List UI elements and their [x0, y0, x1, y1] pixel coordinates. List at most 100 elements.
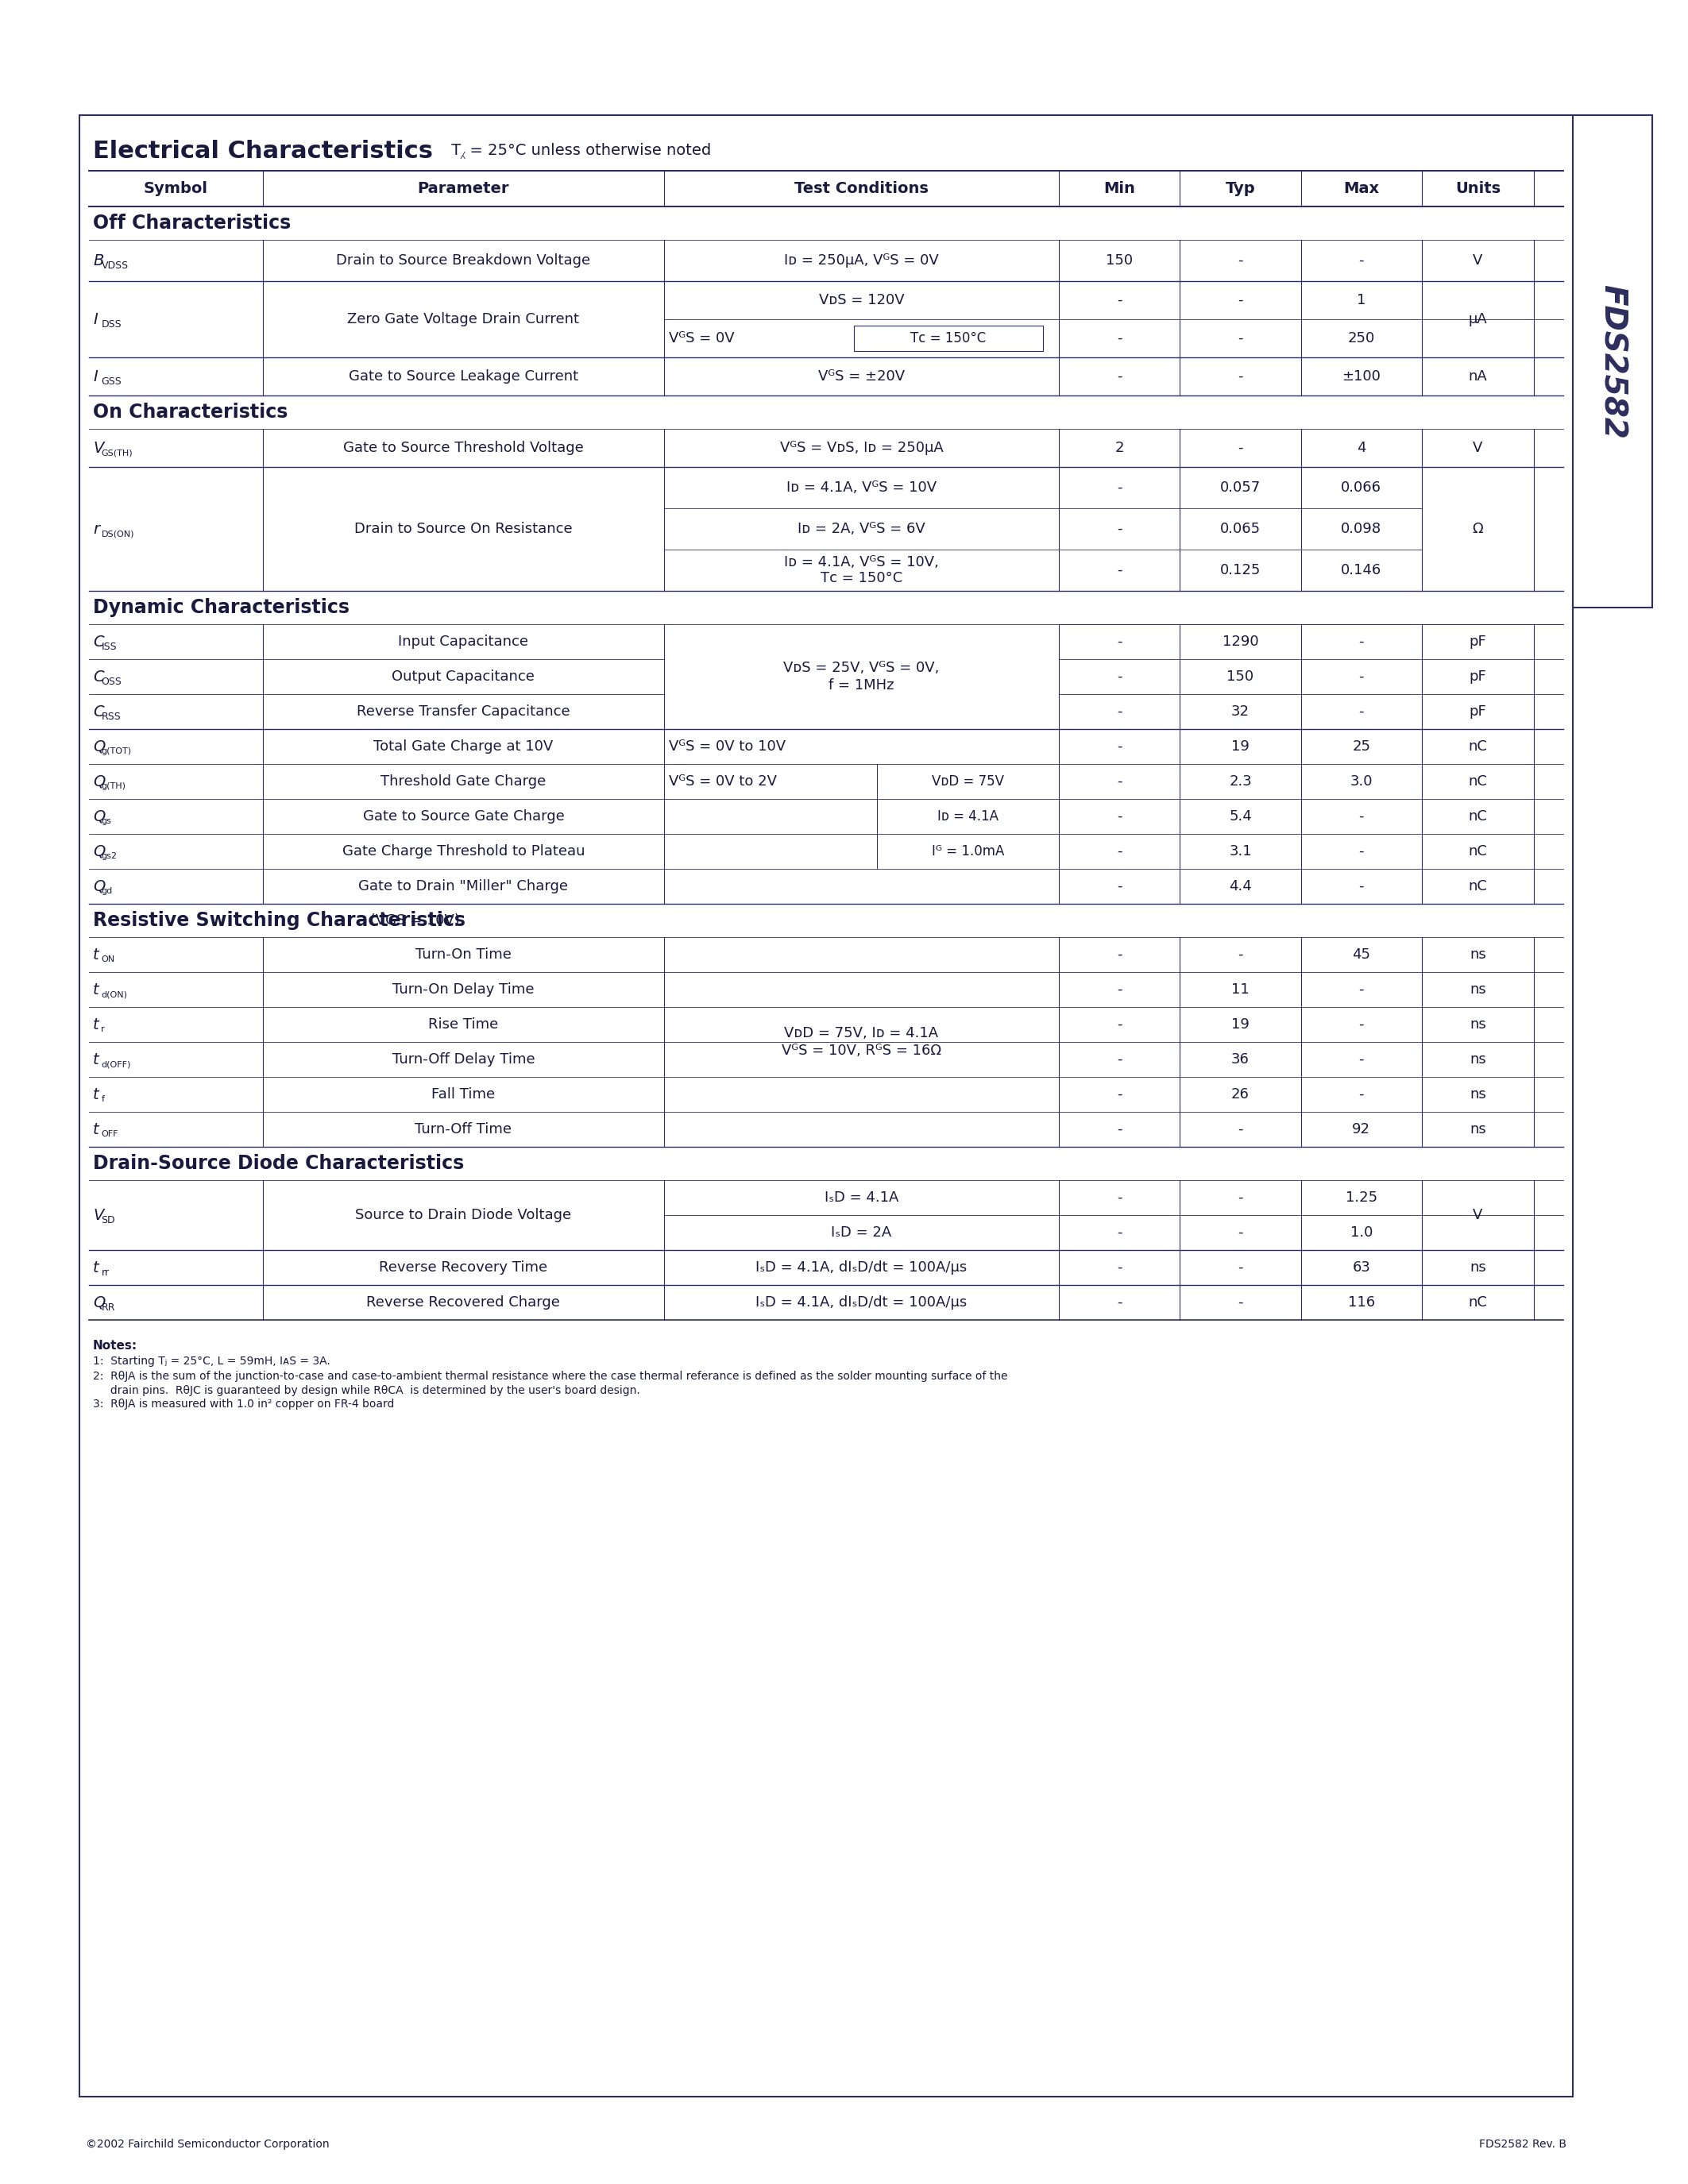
Text: μA: μA	[1469, 312, 1487, 325]
Text: C: C	[93, 633, 103, 649]
Text: 0.098: 0.098	[1340, 522, 1381, 535]
Text: -: -	[1117, 1123, 1123, 1136]
Text: nC: nC	[1469, 810, 1487, 823]
Text: Tᴄ = 150°C: Tᴄ = 150°C	[910, 332, 986, 345]
Text: VᴅS = 120V: VᴅS = 120V	[819, 293, 905, 308]
Text: ns: ns	[1470, 948, 1485, 961]
Text: 2:  RθJA is the sum of the junction-to-case and case-to-ambient thermal resistan: 2: RθJA is the sum of the junction-to-ca…	[93, 1372, 1008, 1396]
Text: Reverse Recovery Time: Reverse Recovery Time	[380, 1260, 547, 1275]
Text: -: -	[1237, 369, 1242, 384]
Text: -: -	[1117, 332, 1123, 345]
Text: VᴅS = 25V, VᴳS = 0V,
f = 1MHz: VᴅS = 25V, VᴳS = 0V, f = 1MHz	[783, 662, 940, 692]
Text: -: -	[1359, 880, 1364, 893]
Text: -: -	[1117, 636, 1123, 649]
Text: nC: nC	[1469, 845, 1487, 858]
Text: -: -	[1117, 293, 1123, 308]
Text: -: -	[1237, 1260, 1242, 1275]
Text: Iᴅ = 4.1A, VᴳS = 10V,
Tᴄ = 150°C: Iᴅ = 4.1A, VᴳS = 10V, Tᴄ = 150°C	[785, 555, 939, 585]
Text: Total Gate Charge at 10V: Total Gate Charge at 10V	[373, 740, 554, 753]
Text: -: -	[1359, 1018, 1364, 1031]
Text: -: -	[1117, 670, 1123, 684]
Text: Gate to Drain "Miller" Charge: Gate to Drain "Miller" Charge	[358, 880, 569, 893]
Text: -: -	[1117, 563, 1123, 577]
Text: -: -	[1117, 1295, 1123, 1310]
Text: ©2002 Fairchild Semiconductor Corporation: ©2002 Fairchild Semiconductor Corporatio…	[86, 2138, 329, 2149]
Text: Min: Min	[1104, 181, 1136, 197]
Text: 63: 63	[1352, 1260, 1371, 1275]
Text: -: -	[1359, 1053, 1364, 1066]
Text: f: f	[101, 1096, 105, 1103]
Text: -: -	[1117, 705, 1123, 719]
Text: Q: Q	[93, 738, 105, 753]
Text: t: t	[93, 948, 100, 963]
Text: -: -	[1359, 705, 1364, 719]
Text: ns: ns	[1470, 983, 1485, 996]
Text: V: V	[1474, 441, 1482, 454]
Text: VᴅD = 75V, Iᴅ = 4.1A
VᴳS = 10V, RᴳS = 16Ω: VᴅD = 75V, Iᴅ = 4.1A VᴳS = 10V, RᴳS = 16…	[782, 1026, 942, 1057]
Text: -: -	[1237, 332, 1242, 345]
Text: (VGS = 10V): (VGS = 10V)	[365, 913, 459, 928]
Text: Gate Charge Threshold to Plateau: Gate Charge Threshold to Plateau	[343, 845, 584, 858]
Text: -: -	[1117, 369, 1123, 384]
Text: Source to Drain Diode Voltage: Source to Drain Diode Voltage	[356, 1208, 572, 1223]
Text: 45: 45	[1352, 948, 1371, 961]
Text: 0.065: 0.065	[1220, 522, 1261, 535]
Text: Gate to Source Gate Charge: Gate to Source Gate Charge	[363, 810, 564, 823]
Text: nC: nC	[1469, 775, 1487, 788]
Text: r: r	[101, 1026, 105, 1033]
Text: r: r	[93, 522, 100, 537]
Text: 19: 19	[1231, 1018, 1249, 1031]
Text: V: V	[93, 441, 103, 456]
Text: nC: nC	[1469, 880, 1487, 893]
Text: -: -	[1117, 1225, 1123, 1241]
Text: Typ: Typ	[1225, 181, 1256, 197]
Text: -: -	[1237, 1295, 1242, 1310]
Text: -: -	[1117, 480, 1123, 496]
Text: ±100: ±100	[1342, 369, 1381, 384]
Text: 1.25: 1.25	[1345, 1190, 1377, 1206]
Text: Output Capacitance: Output Capacitance	[392, 670, 535, 684]
Text: OSS: OSS	[101, 677, 122, 686]
Text: gs: gs	[101, 817, 111, 826]
Text: Q: Q	[93, 878, 105, 893]
Text: ns: ns	[1470, 1088, 1485, 1101]
Text: -: -	[1117, 845, 1123, 858]
Text: Iᴅ = 2A, VᴳS = 6V: Iᴅ = 2A, VᴳS = 6V	[798, 522, 925, 535]
Text: gd: gd	[101, 887, 113, 895]
Text: 36: 36	[1231, 1053, 1249, 1066]
Text: OFF: OFF	[101, 1131, 118, 1138]
Text: B: B	[93, 253, 103, 269]
Text: pF: pF	[1469, 705, 1487, 719]
Text: VᴳS = VᴅS, Iᴅ = 250μA: VᴳS = VᴅS, Iᴅ = 250μA	[780, 441, 944, 454]
Text: -: -	[1117, 1190, 1123, 1206]
Text: C: C	[93, 703, 103, 719]
Text: 0.125: 0.125	[1220, 563, 1261, 577]
Text: 4: 4	[1357, 441, 1366, 454]
Text: Rise Time: Rise Time	[429, 1018, 498, 1031]
Text: ns: ns	[1470, 1053, 1485, 1066]
Text: -: -	[1237, 441, 1242, 454]
Text: Iᴅ = 250μA, VᴳS = 0V: Iᴅ = 250μA, VᴳS = 0V	[785, 253, 939, 269]
Text: Max: Max	[1344, 181, 1379, 197]
Text: Input Capacitance: Input Capacitance	[398, 636, 528, 649]
Text: t: t	[93, 983, 100, 998]
Text: 32: 32	[1231, 705, 1249, 719]
Text: Q: Q	[93, 843, 105, 858]
Text: 3:  RθJA is measured with 1.0 in² copper on FR-4 board: 3: RθJA is measured with 1.0 in² copper …	[93, 1398, 395, 1409]
Text: I: I	[93, 369, 98, 384]
Text: 5.4: 5.4	[1229, 810, 1252, 823]
Text: 1:  Starting Tⱼ = 25°C, L = 59mH, IᴀS = 3A.: 1: Starting Tⱼ = 25°C, L = 59mH, IᴀS = 3…	[93, 1356, 331, 1367]
Text: Units: Units	[1455, 181, 1501, 197]
Text: Q: Q	[93, 808, 105, 823]
Text: Symbol: Symbol	[143, 181, 208, 197]
Text: Electrical Characteristics: Electrical Characteristics	[93, 140, 432, 162]
Text: -: -	[1117, 740, 1123, 753]
Text: V: V	[93, 1208, 103, 1223]
Text: Parameter: Parameter	[417, 181, 510, 197]
Text: g(TH): g(TH)	[101, 782, 127, 791]
Text: -: -	[1237, 1225, 1242, 1241]
Text: nC: nC	[1469, 1295, 1487, 1310]
Text: -: -	[1237, 1123, 1242, 1136]
Text: 11: 11	[1231, 983, 1249, 996]
Text: nA: nA	[1469, 369, 1487, 384]
